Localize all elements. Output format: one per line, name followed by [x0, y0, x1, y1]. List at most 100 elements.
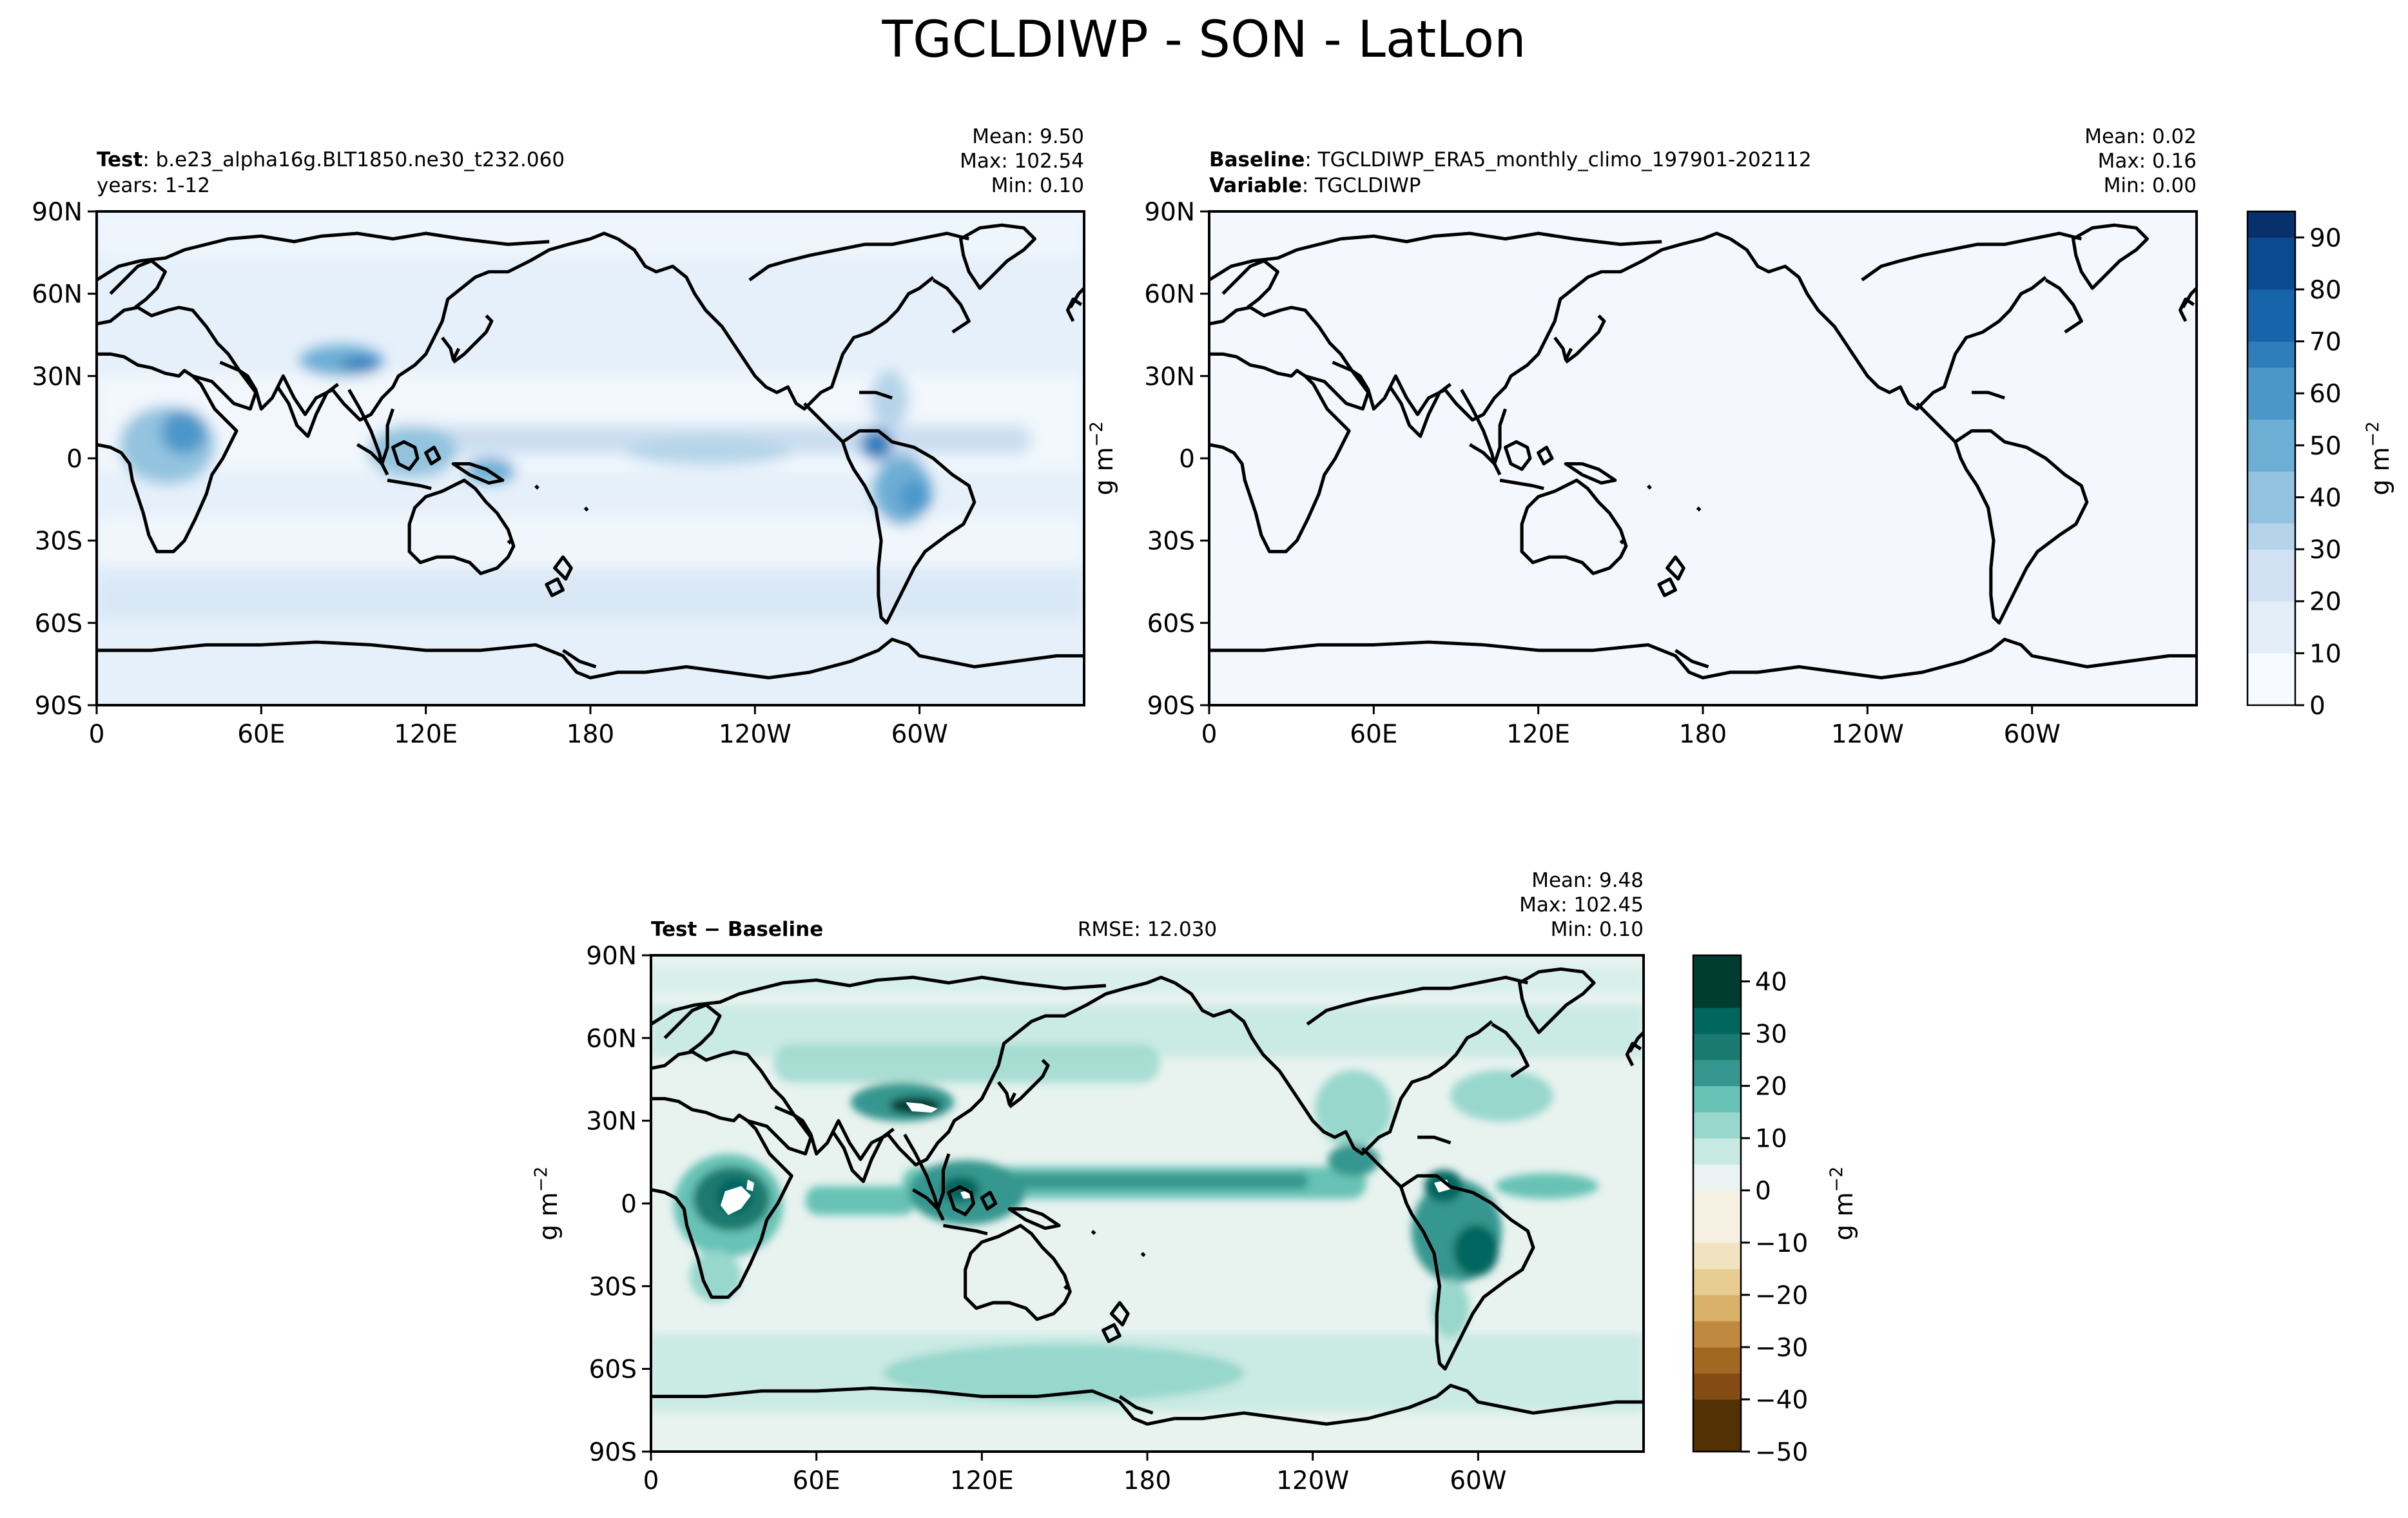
test-ytick-label: 60S — [35, 609, 83, 638]
colorbar-diff-tick-label: 0 — [1755, 1177, 1771, 1206]
baseline-ytick-label: 90S — [1147, 692, 1195, 721]
test-xtick-label: 180 — [567, 720, 614, 749]
test-ytick-label: 30N — [32, 362, 83, 391]
test-field — [97, 211, 1084, 619]
colorbar-top-band — [2248, 653, 2295, 680]
colorbar-top-band — [2248, 471, 2295, 498]
diff-ytick-label: 60N — [586, 1024, 637, 1053]
colorbar-top-tick-label: 40 — [2309, 483, 2342, 512]
colorbar-top-tick-label: 70 — [2309, 328, 2342, 357]
colorbar-top-band — [2248, 289, 2295, 316]
colorbar-diff-label: g m−2 — [1827, 1167, 1859, 1241]
colorbar-top-band — [2248, 419, 2295, 446]
test-xtick-label: 0 — [89, 720, 105, 749]
baseline-ytick-label: 90N — [1144, 198, 1195, 227]
baseline-header: Baseline: TGCLDIWP_ERA5_monthly_climo_19… — [1209, 148, 1812, 171]
baseline-ytick-label: 0 — [1179, 445, 1195, 474]
colorbar-top-band — [2248, 601, 2295, 628]
colorbar-diff-band — [1693, 1112, 1741, 1139]
colorbar-top-tick-label: 80 — [2309, 276, 2342, 305]
diff-stat-min: Min: 0.10 — [1551, 918, 1644, 941]
test-ytick-label: 90S — [35, 692, 83, 721]
colorbar-top-tick-label: 10 — [2309, 639, 2342, 668]
baseline-xtick-label: 120W — [1831, 720, 1904, 749]
colorbar-diff-tick-label: 20 — [1755, 1073, 1787, 1102]
diff-field — [651, 967, 1644, 1412]
colorbar-diff-tick-label: 30 — [1755, 1020, 1787, 1049]
test-years: years: 1-12 — [97, 174, 210, 197]
colorbar-diff-band — [1693, 1425, 1741, 1452]
baseline-xtick-label: 60E — [1350, 720, 1397, 749]
test-xtick-label: 60W — [891, 720, 948, 749]
colorbar-diff-band — [1693, 1085, 1741, 1113]
colorbar-top-band — [2248, 211, 2295, 238]
figure-title: TGCLDIWP - SON - LatLon — [882, 11, 1526, 69]
colorbar-top-tick-label: 0 — [2309, 692, 2325, 721]
colorbar-top-band — [2248, 315, 2295, 342]
diff-header: Test − Baseline — [651, 918, 823, 941]
colorbar-diff-band — [1693, 1399, 1741, 1426]
baseline-stat-max: Max: 0.16 — [2098, 150, 2197, 173]
colorbar-top-band — [2248, 341, 2295, 368]
test-xtick-label: 120E — [394, 720, 458, 749]
colorbar-diff-tick-label: 10 — [1755, 1125, 1787, 1154]
diff-xtick-label: 120E — [950, 1466, 1014, 1495]
panel-test — [95, 210, 1085, 706]
baseline-stat-mean: Mean: 0.02 — [2084, 125, 2197, 148]
colorbar-diff-tick-label: 40 — [1755, 968, 1787, 997]
colorbar-top-band — [2248, 627, 2295, 654]
diff-xtick-label: 120W — [1276, 1466, 1349, 1495]
diff-ytick-label: 60S — [589, 1356, 637, 1385]
diff-xtick-label: 0 — [643, 1466, 659, 1495]
colorbar-diff-band — [1693, 981, 1741, 1008]
colorbar-diff-band — [1693, 1216, 1741, 1243]
test-xtick-label: 120W — [719, 720, 791, 749]
colorbar-diff-band — [1693, 1242, 1741, 1269]
colorbar-diff-tick-label: −20 — [1755, 1281, 1808, 1310]
test-xtick-label: 60E — [237, 720, 285, 749]
colorbar-diff-band — [1693, 1373, 1741, 1400]
test-ytick-label: 90N — [32, 198, 83, 227]
colorbar-top-band — [2248, 575, 2295, 602]
diff-ytick-label: 30N — [586, 1107, 637, 1136]
diff-ytick-label: 90S — [589, 1438, 637, 1467]
diff-xtick-label: 180 — [1123, 1466, 1171, 1495]
test-stat-mean: Mean: 9.50 — [972, 125, 1084, 148]
colorbar-diff-band — [1693, 1294, 1741, 1321]
colorbar-top-band — [2248, 237, 2295, 264]
baseline-variable: Variable: TGCLDIWP — [1209, 174, 1421, 197]
colorbar-diff-band — [1693, 1138, 1741, 1165]
baseline-ytick-label: 30S — [1147, 527, 1195, 556]
colorbar-diff-band — [1693, 1060, 1741, 1087]
diff-stat-max: Max: 102.45 — [1519, 893, 1644, 917]
diff-ytick-label: 0 — [621, 1190, 637, 1219]
colorbar-top-tick-label: 60 — [2309, 380, 2342, 409]
colorbar-diff-band — [1693, 1347, 1741, 1374]
colorbar-top-band — [2248, 263, 2295, 290]
colorbar-diff-band — [1693, 1269, 1741, 1296]
colorbar-diff-tick-label: −50 — [1755, 1438, 1808, 1467]
baseline-ytick-label: 60S — [1147, 609, 1195, 638]
colorbar-top-band — [2248, 445, 2295, 472]
colorbar-diff-band — [1693, 1164, 1741, 1191]
colorbar-diff-band — [1693, 1033, 1741, 1060]
baseline-xtick-label: 120E — [1506, 720, 1570, 749]
colorbar-diff-band — [1693, 955, 1741, 982]
test-ytick-label: 0 — [66, 445, 83, 474]
panel-baseline — [1208, 210, 2198, 706]
colorbar-top-band — [2248, 497, 2295, 524]
baseline-stat-min: Min: 0.00 — [2104, 174, 2197, 197]
colorbar-diff-band — [1693, 1321, 1741, 1348]
diff-xtick-label: 60W — [1450, 1466, 1506, 1495]
test-ytick-label: 60N — [32, 280, 83, 309]
colorbar-top-tick-label: 50 — [2309, 432, 2342, 461]
baseline-ytick-label: 30N — [1144, 362, 1195, 391]
baseline-ytick-label: 60N — [1144, 280, 1195, 309]
baseline-xtick-label: 60W — [2004, 720, 2061, 749]
diff-stat-mean: Mean: 9.48 — [1531, 869, 1644, 892]
colorbar-top-band — [2248, 679, 2295, 706]
diff-ytick-label: 30S — [589, 1272, 637, 1301]
colorbar-diff-tick-label: −40 — [1755, 1386, 1808, 1415]
